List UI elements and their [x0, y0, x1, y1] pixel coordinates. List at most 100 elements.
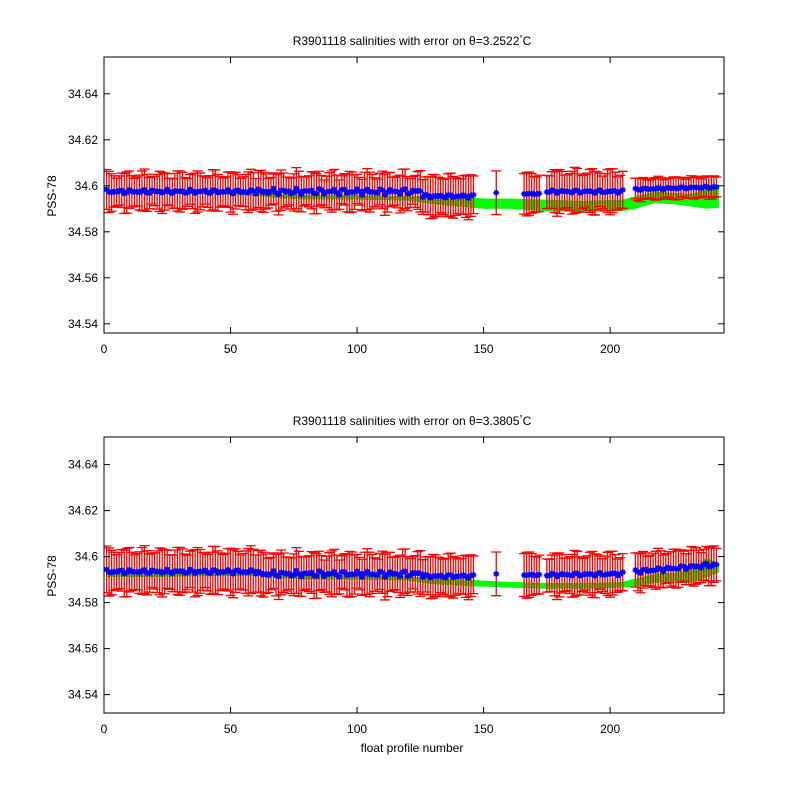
data-point: [440, 573, 447, 580]
data-point: [133, 568, 140, 575]
data-point: [308, 569, 315, 576]
data-point: [548, 570, 555, 577]
data-point: [424, 572, 431, 579]
data-point: [149, 187, 156, 194]
data-point: [594, 570, 601, 577]
data-point: [569, 572, 576, 579]
data-point: [298, 191, 305, 198]
data-point: [546, 189, 553, 196]
data-point: [247, 566, 254, 573]
data-point: [384, 571, 391, 578]
data-point: [685, 564, 692, 571]
data-point: [146, 570, 153, 577]
data-point: [275, 191, 282, 198]
data-point: [695, 563, 702, 570]
data-point: [245, 569, 252, 576]
data-point: [424, 192, 431, 199]
data-point: [642, 185, 649, 192]
data-point: [265, 190, 272, 197]
data-point: [440, 193, 447, 200]
data-point: [637, 570, 644, 577]
data-point: [442, 574, 449, 581]
data-point: [559, 187, 566, 194]
data-point: [657, 185, 664, 192]
data-point: [632, 185, 639, 192]
data-point: [546, 572, 553, 579]
data-point: [462, 573, 469, 580]
data-point: [351, 571, 358, 578]
data-point: [437, 572, 444, 579]
data-point: [230, 570, 237, 577]
data-point: [354, 568, 361, 575]
data-point: [356, 188, 363, 195]
data-point: [313, 572, 320, 579]
data-point: [602, 189, 609, 196]
data-point: [594, 187, 601, 194]
data-point: [619, 569, 626, 576]
data-point: [675, 185, 682, 192]
data-point: [141, 186, 148, 193]
data-point: [265, 572, 272, 579]
data-point: [227, 568, 234, 575]
data-point: [374, 190, 381, 197]
data-point: [359, 191, 366, 198]
y-tick-label: 34.56: [68, 642, 98, 656]
data-point: [402, 185, 409, 192]
data-point: [138, 567, 145, 574]
data-point: [169, 570, 176, 577]
x-tick-label: 150: [474, 342, 494, 356]
data-point: [703, 560, 710, 567]
data-point: [250, 188, 257, 195]
data-point: [374, 572, 381, 579]
data-point: [364, 186, 371, 193]
data-point: [318, 187, 325, 194]
data-point: [305, 570, 312, 577]
x-tick-label: 150: [474, 722, 494, 736]
data-point: [569, 189, 576, 196]
data-point: [414, 569, 421, 576]
data-point: [422, 191, 429, 198]
data-point: [576, 189, 583, 196]
data-point: [189, 188, 196, 195]
data-point: [118, 567, 125, 574]
data-point: [435, 573, 442, 580]
x-tick-label: 0: [101, 342, 108, 356]
data-point: [528, 571, 535, 578]
data-point: [450, 194, 457, 201]
data-point: [685, 184, 692, 191]
data-point: [308, 187, 315, 194]
data-point: [447, 572, 454, 579]
data-point: [397, 190, 404, 197]
data-point: [227, 188, 234, 195]
data-point: [151, 188, 158, 195]
data-point: [680, 563, 687, 570]
data-point: [465, 194, 472, 201]
chart-title-top: R3901118 salinities with error on θ=3.25…: [293, 34, 532, 48]
data-point: [460, 571, 467, 578]
data-point: [245, 189, 252, 196]
y-tick-label: 34.64: [68, 87, 98, 101]
data-point: [222, 568, 229, 575]
data-point: [591, 190, 598, 197]
data-point: [359, 574, 366, 581]
data-point: [528, 190, 535, 197]
data-point: [290, 571, 297, 578]
data-point: [409, 187, 416, 194]
data-point: [607, 188, 614, 195]
data-point: [222, 188, 229, 195]
data-point: [169, 190, 176, 197]
y-tick-label: 34.6: [75, 179, 99, 193]
data-point: [559, 570, 566, 577]
data-point: [460, 191, 467, 198]
data-point: [151, 568, 158, 575]
data-point: [268, 570, 275, 577]
data-point: [123, 189, 130, 196]
y-tick-label: 34.56: [68, 271, 98, 285]
data-point: [442, 194, 449, 201]
data-point: [637, 187, 644, 194]
data-point: [199, 568, 206, 575]
data-point: [548, 187, 555, 194]
data-point: [128, 568, 135, 575]
data-point: [262, 188, 269, 195]
data-point: [141, 566, 148, 573]
